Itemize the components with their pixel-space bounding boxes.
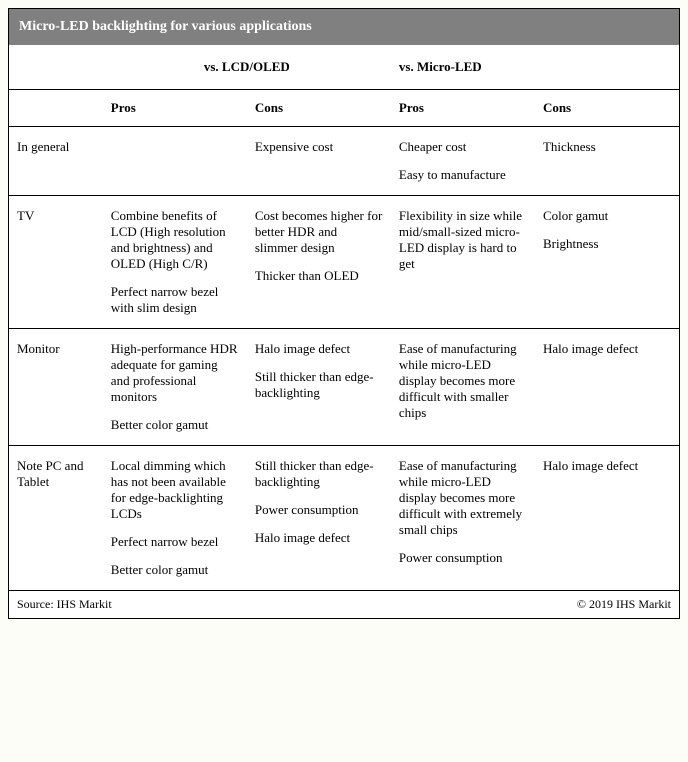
row-label: Monitor — [9, 329, 103, 446]
cell-text: Halo image defect — [543, 458, 671, 474]
footer-source: Source: IHS Markit — [17, 597, 112, 611]
cell-text: Expensive cost — [255, 139, 383, 155]
table-row: Monitor High-performance HDR adequate for… — [9, 329, 679, 446]
cell-lcd-cons: Cost becomes higher for better HDR and s… — [247, 196, 391, 329]
cell-lcd-pros: High-performance HDR adequate for gaming… — [103, 329, 247, 446]
sub-header-blank — [9, 90, 103, 127]
cell-lcd-cons: Expensive cost — [247, 127, 391, 196]
cell-text: Cheaper cost — [399, 139, 527, 155]
table-row: In general Expensive cost Cheaper cost Easy… — [9, 127, 679, 196]
cell-text: Easy to manufacture — [399, 167, 527, 183]
cell-mled-pros: Cheaper cost Easy to manufacture — [391, 127, 535, 196]
cell-text: Monitor — [17, 341, 95, 357]
cell-text: Thickness — [543, 139, 671, 155]
cell-text: Cost becomes higher for better HDR and s… — [255, 208, 383, 256]
cell-text: Local dimming which has not been availab… — [111, 458, 239, 522]
cell-lcd-pros: Combine benefits of LCD (High resolution… — [103, 196, 247, 329]
cell-text: Note PC and Tablet — [17, 458, 95, 490]
cell-text: Halo image defect — [255, 530, 383, 546]
cell-text: Flexibility in size while mid/small-size… — [399, 208, 527, 272]
sub-header-cell: Cons — [247, 90, 391, 127]
cell-text: Ease of manufacturing while micro-LED di… — [399, 341, 527, 421]
cell-mled-cons: Thickness — [535, 127, 679, 196]
cell-mled-pros: Ease of manufacturing while micro-LED di… — [391, 329, 535, 446]
cell-mled-pros: Ease of manufacturing while micro-LED di… — [391, 446, 535, 591]
sub-header-cell: Pros — [391, 90, 535, 127]
cell-mled-cons: Halo image defect — [535, 329, 679, 446]
cell-text: Color gamut — [543, 208, 671, 224]
sub-header-cell: Cons — [535, 90, 679, 127]
cell-text: Halo image defect — [543, 341, 671, 357]
cell-mled-cons: Halo image defect — [535, 446, 679, 591]
group-header-right: vs. Micro-LED — [391, 45, 679, 90]
cell-text: Ease of manufacturing while micro-LED di… — [399, 458, 527, 538]
cell-text: Still thicker than edge-backlighting — [255, 458, 383, 490]
cell-mled-cons: Color gamut Brightness — [535, 196, 679, 329]
table-footer: Source: IHS Markit © 2019 IHS Markit — [9, 591, 679, 618]
cell-text: Still thicker than edge-backlighting — [255, 369, 383, 401]
cell-text: High-performance HDR adequate for gaming… — [111, 341, 239, 405]
cell-text: Better color gamut — [111, 562, 239, 578]
cell-lcd-cons: Still thicker than edge-backlighting Powe… — [247, 446, 391, 591]
comparison-table-container: Micro-LED backlighting for various appli… — [8, 8, 680, 619]
table-row: Note PC and Tablet Local dimming which ha… — [9, 446, 679, 591]
cell-text: Brightness — [543, 236, 671, 252]
cell-text: Combine benefits of LCD (High resolution… — [111, 208, 239, 272]
row-label: TV — [9, 196, 103, 329]
cell-text: TV — [17, 208, 95, 224]
comparison-table: vs. LCD/OLEDvs. Micro-LEDProsConsProsCon… — [9, 45, 679, 591]
cell-lcd-pros: Local dimming which has not been availab… — [103, 446, 247, 591]
group-header-left: vs. LCD/OLED — [103, 45, 391, 90]
sub-header-cell: Pros — [103, 90, 247, 127]
cell-text: Thicker than OLED — [255, 268, 383, 284]
cell-mled-pros: Flexibility in size while mid/small-size… — [391, 196, 535, 329]
row-label: Note PC and Tablet — [9, 446, 103, 591]
cell-text: In general — [17, 139, 95, 155]
footer-copyright: © 2019 IHS Markit — [577, 597, 671, 612]
cell-text: Perfect narrow bezel with slim design — [111, 284, 239, 316]
cell-text: Power consumption — [255, 502, 383, 518]
table-title: Micro-LED backlighting for various appli… — [9, 9, 679, 45]
cell-text: Perfect narrow bezel — [111, 534, 239, 550]
table-row: TV Combine benefits of LCD (High resoluti… — [9, 196, 679, 329]
cell-text: Halo image defect — [255, 341, 383, 357]
cell-lcd-pros — [103, 127, 247, 196]
cell-lcd-cons: Halo image defect Still thicker than edge… — [247, 329, 391, 446]
cell-text: Better color gamut — [111, 417, 239, 433]
row-label: In general — [9, 127, 103, 196]
cell-text: Power consumption — [399, 550, 527, 566]
